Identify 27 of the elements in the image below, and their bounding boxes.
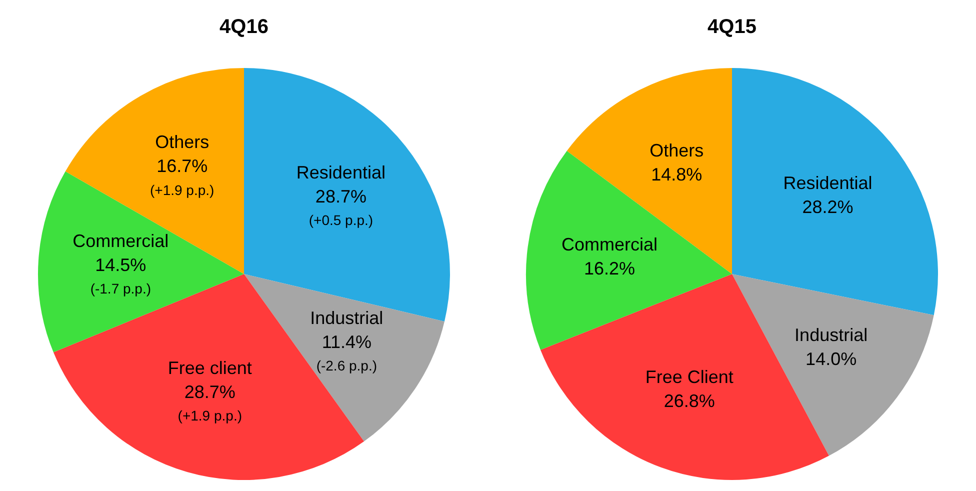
slice-label: Free client (168, 358, 252, 378)
data-label: 28.2% (802, 196, 854, 217)
slice-label: Commercial (561, 234, 658, 255)
data-label: 14.0% (806, 348, 857, 369)
data-label: 14.5% (95, 254, 146, 275)
text: (-1.7 p.p.) (90, 280, 152, 297)
slice-label: Others (650, 140, 704, 160)
data-label: 16.7% (156, 156, 208, 176)
text: (+1.9 p.p.) (150, 182, 214, 198)
slice-label: Free Client (645, 366, 734, 387)
text: (-2.6 p.p.) (316, 358, 378, 374)
text: (+1.9 p.p.) (178, 408, 242, 424)
chart-title: 4Q15 (706, 16, 758, 39)
data-label: 11.4% (322, 332, 372, 352)
data-label: 28.7% (184, 382, 236, 402)
text: (+0.5 p.p.) (308, 212, 374, 228)
slice-label: Residential (296, 162, 386, 182)
data-label: 28.7% (315, 186, 366, 206)
data-label: 14.8% (651, 164, 702, 184)
slice-label: Commercial (72, 230, 169, 251)
slice-label: Industrial (310, 308, 384, 328)
slice-label: Residential (783, 172, 872, 193)
chart-title: 4Q16 (218, 16, 270, 39)
slice-label: Industrial (794, 324, 868, 345)
data-label: 16.2% (584, 258, 635, 279)
slice-label: Others (155, 132, 210, 152)
data-label: 26.8% (664, 390, 715, 411)
